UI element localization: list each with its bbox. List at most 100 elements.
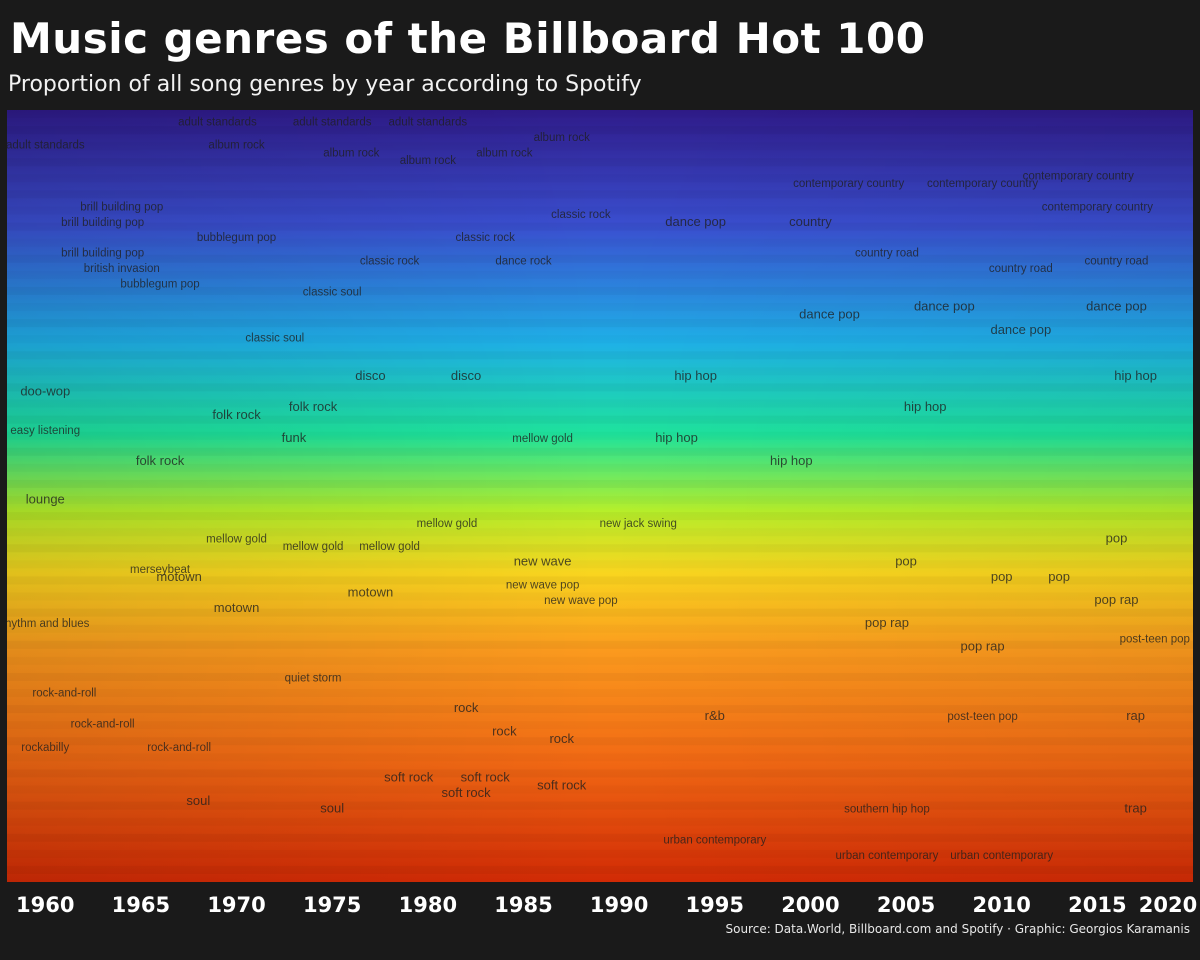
genre-label: adult standards <box>389 116 468 128</box>
band-texture <box>7 769 1193 777</box>
band-texture <box>7 432 1193 440</box>
genre-label: dance pop <box>665 214 726 229</box>
genre-label: rock-and-roll <box>147 742 211 754</box>
chart-shading <box>7 110 1193 882</box>
band-texture <box>7 625 1193 633</box>
band-texture <box>7 496 1193 504</box>
genre-label: album rock <box>400 155 456 167</box>
genre-label: rock <box>492 723 517 738</box>
genre-label: motown <box>348 584 394 599</box>
genre-label: hip hop <box>674 368 717 383</box>
genre-area-chart: adult standards adult standards adult stan… <box>7 110 1193 882</box>
genre-label: doo-wop <box>20 384 70 399</box>
genre-label: rock-and-roll <box>32 688 96 700</box>
genre-label: country road <box>989 263 1053 275</box>
genre-label: post-teen pop <box>1120 634 1190 646</box>
genre-label: urban contemporary <box>950 850 1053 862</box>
genre-label: motown <box>214 600 260 615</box>
band-texture <box>7 351 1193 359</box>
genre-label: disco <box>451 368 481 383</box>
genre-label: pop rap <box>961 638 1005 653</box>
genre-label: folk rock <box>212 407 261 422</box>
genre-label: post-teen pop <box>947 711 1017 723</box>
genre-label: pop <box>991 569 1013 584</box>
genre-label: lounge <box>26 492 65 507</box>
genre-label: pop rap <box>1094 592 1138 607</box>
genre-label: country road <box>855 248 919 260</box>
genre-label: classic rock <box>360 255 420 267</box>
x-tick-label: 1965 <box>112 893 170 917</box>
band-texture <box>7 673 1193 681</box>
band-texture <box>7 818 1193 826</box>
band-texture <box>7 464 1193 472</box>
genre-label: hip hop <box>770 453 813 468</box>
genre-label: mellow gold <box>283 541 344 553</box>
genre-label: urban contemporary <box>663 834 766 846</box>
band-texture <box>7 158 1193 166</box>
genre-label: disco <box>355 368 385 383</box>
chart-subtitle: Proportion of all song genres by year ac… <box>8 72 642 97</box>
genre-label: contemporary country <box>793 178 904 190</box>
x-tick-label: 2015 <box>1068 893 1126 917</box>
genre-label: folk rock <box>289 399 338 414</box>
genre-label: motown <box>156 569 202 584</box>
band-texture <box>7 448 1193 456</box>
genre-label: bubblegum pop <box>197 232 276 244</box>
genre-label: adult standards <box>178 116 257 128</box>
band-texture <box>7 753 1193 761</box>
x-tick-label: 1970 <box>207 893 265 917</box>
genre-label: album rock <box>323 147 379 159</box>
x-tick-label: 1990 <box>590 893 648 917</box>
genre-label: rock-and-roll <box>71 719 135 731</box>
genre-label: merseybeat <box>130 564 191 576</box>
x-tick-label: 1995 <box>686 893 744 917</box>
source-note: Source: Data.World, Billboard.com and Sp… <box>725 922 1190 936</box>
band-texture <box>7 367 1193 375</box>
band-texture <box>7 239 1193 247</box>
band-texture <box>7 689 1193 697</box>
genre-label: soft rock <box>442 785 492 800</box>
band-texture <box>7 609 1193 617</box>
band-texture <box>7 834 1193 842</box>
genre-label: r&b <box>705 708 725 723</box>
genre-label: southern hip hop <box>844 804 930 816</box>
genre-label: mellow gold <box>512 433 573 445</box>
band-texture <box>7 383 1193 391</box>
x-tick-label: 2000 <box>781 893 839 917</box>
genre-label: trap <box>1124 801 1146 816</box>
genre-label: easy listening <box>10 425 80 437</box>
genre-label: soft rock <box>461 770 511 785</box>
band-texture <box>7 400 1193 408</box>
x-tick-label: 1980 <box>399 893 457 917</box>
genre-label: album rock <box>208 140 264 152</box>
genre-label: mellow gold <box>359 541 420 553</box>
band-texture <box>7 641 1193 649</box>
x-tick-label: 2005 <box>877 893 935 917</box>
genre-label: rock <box>549 731 574 746</box>
genre-label: pop <box>1106 530 1128 545</box>
genre-label: dance pop <box>990 322 1051 337</box>
genre-label: new wave <box>514 553 572 568</box>
x-tick-label: 1960 <box>16 893 74 917</box>
band-texture <box>7 544 1193 552</box>
genre-label: british invasion <box>84 263 160 275</box>
genre-label: soul <box>320 801 344 816</box>
genre-label: rock <box>454 700 479 715</box>
genre-label: adult standards <box>293 116 372 128</box>
x-tick-label: 2010 <box>972 893 1030 917</box>
genre-label: quiet storm <box>285 672 342 684</box>
band-texture <box>7 416 1193 424</box>
genre-label: bubblegum pop <box>120 279 199 291</box>
genre-label: dance rock <box>495 255 552 267</box>
genre-label: funk <box>282 430 307 445</box>
genre-label: hip hop <box>655 430 698 445</box>
genre-label: hip hop <box>904 399 947 414</box>
x-tick-label: 1985 <box>494 893 552 917</box>
genre-label: new jack swing <box>600 518 677 530</box>
x-tick-label: 2020 <box>1139 893 1197 917</box>
genre-label: folk rock <box>136 453 185 468</box>
band-texture <box>7 866 1193 874</box>
genre-label: mellow gold <box>417 518 478 530</box>
genre-label: contemporary country <box>1042 201 1153 213</box>
genre-label: contemporary country <box>1023 170 1134 182</box>
